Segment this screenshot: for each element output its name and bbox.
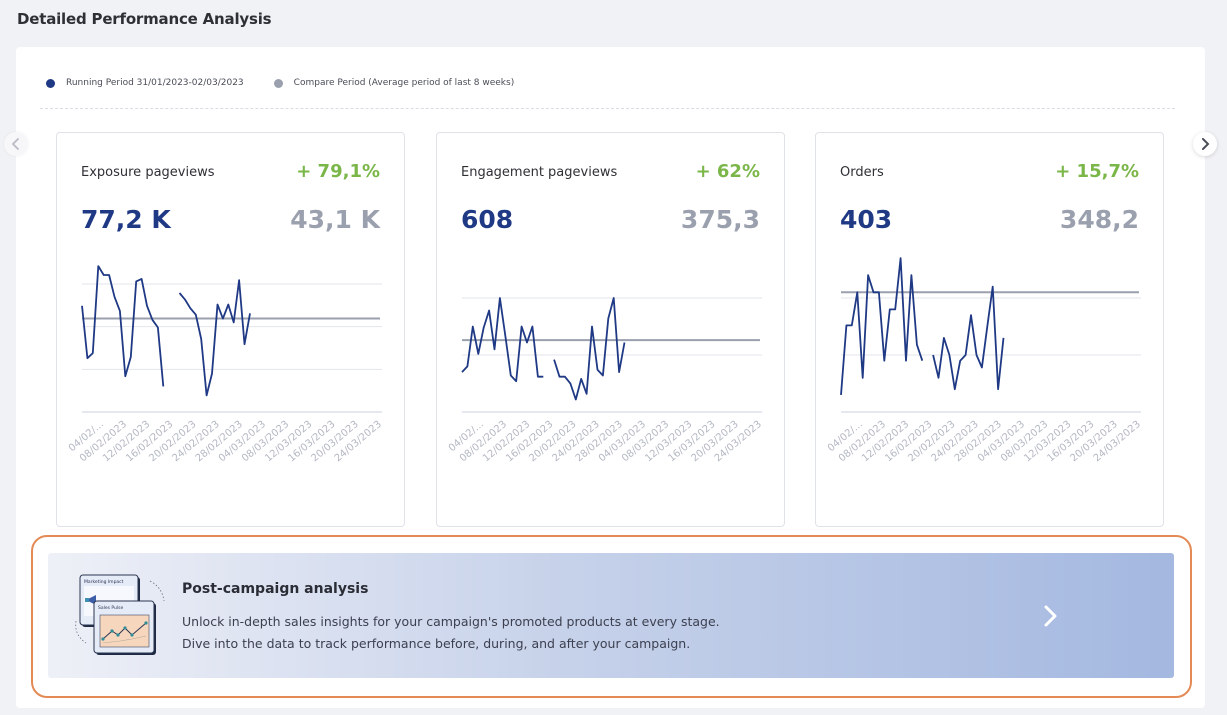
card-title: Exposure pageviews (81, 165, 215, 180)
card-change-percent: + 62% (695, 161, 760, 182)
legend-label-compare: Compare Period (Average period of last 8… (293, 78, 515, 88)
line-chart: 04/02/...08/02/202312/02/202316/02/20232… (447, 297, 764, 464)
chevron-left-icon (11, 138, 19, 150)
card-running-value: 403 (840, 205, 893, 234)
metric-card-engagement: Engagement pageviews + 62% 608 375,3 04/… (436, 132, 785, 527)
chevron-right-icon[interactable] (1038, 603, 1062, 629)
card-compare-value: 375,3 (680, 205, 760, 234)
legend-item-running: Running Period 31/01/2023-02/03/2023 (46, 78, 244, 88)
illustration-label-front: Sales Pulse (98, 605, 123, 611)
card-change-percent: + 79,1% (296, 161, 380, 182)
carousel-next-button[interactable] (1193, 132, 1217, 156)
running-period-line (932, 285, 1005, 391)
page-title: Detailed Performance Analysis (17, 10, 272, 28)
running-period-line (461, 297, 544, 383)
banner-title: Post-campaign analysis (182, 581, 369, 597)
card-running-value: 77,2 K (81, 205, 171, 234)
metric-card-orders: Orders + 15,7% 403 348,2 04/02/... 08/02/… (815, 132, 1164, 527)
chart-legend: Running Period 31/01/2023-02/03/2023 Com… (46, 78, 544, 88)
card-running-value: 608 (461, 205, 514, 234)
legend-item-compare: Compare Period (Average period of last 8… (273, 78, 515, 88)
illustration-label-back: Marketing Impact (84, 579, 124, 585)
legend-divider (40, 108, 1175, 109)
running-period-dot (46, 78, 55, 88)
compare-period-dot (273, 78, 283, 88)
legend-label-running: Running Period 31/01/2023-02/03/2023 (66, 78, 244, 88)
banner-description-line-1: Unlock in-depth sales insights for your … (182, 614, 720, 629)
running-period-line (840, 257, 924, 395)
line-chart: 04/02/...08/02/202312/02/202316/02/20232… (67, 265, 384, 464)
banner-highlight-outline (31, 535, 1192, 698)
post-campaign-illustration: Marketing Impact Sales Pulse (70, 573, 170, 658)
running-period-line (178, 279, 251, 397)
report-illustration-icon: Marketing Impact Sales Pulse (75, 574, 165, 655)
card-title: Engagement pageviews (461, 165, 618, 180)
running-period-line (553, 297, 626, 401)
running-period-line (81, 265, 165, 387)
post-campaign-banner[interactable]: Marketing Impact Sales Pulse Post-campai… (48, 553, 1174, 678)
card-compare-value: 348,2 (1059, 205, 1139, 234)
metric-card-exposure: Exposure pageviews + 79,1% 77,2 K 43,1 K… (56, 132, 405, 527)
card-title: Orders (840, 165, 884, 180)
chevron-right-icon (1202, 138, 1210, 150)
card-change-percent: + 15,7% (1055, 161, 1139, 182)
line-chart: 04/02/...08/02/202312/02/202316/02/20232… (826, 257, 1143, 464)
card-compare-value: 43,1 K (290, 205, 380, 234)
banner-description-line-2: Dive into the data to track performance … (182, 636, 691, 651)
carousel-prev-button[interactable] (4, 132, 28, 156)
